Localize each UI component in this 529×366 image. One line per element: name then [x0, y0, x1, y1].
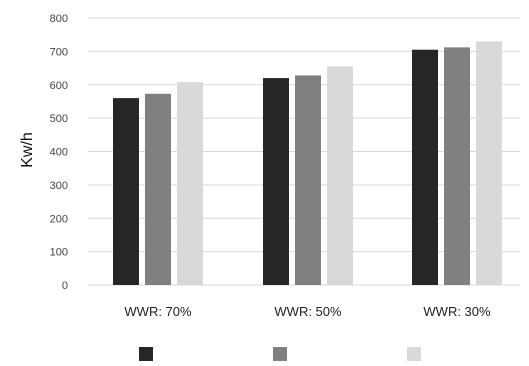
- y-tick-label: 600: [50, 80, 68, 92]
- legend: [139, 347, 421, 361]
- y-tick-label: 300: [50, 180, 68, 192]
- y-tick-label: 200: [50, 213, 68, 225]
- category-label: WWR: 50%: [274, 304, 342, 319]
- category-labels: WWR: 70% WWR: 50% WWR: 30%: [124, 304, 491, 319]
- y-tick-label: 800: [50, 13, 68, 25]
- category-label: WWR: 70%: [124, 304, 192, 319]
- legend-swatch: [139, 347, 153, 361]
- bar: [444, 47, 470, 286]
- y-tick-label: 0: [62, 280, 68, 292]
- bar: [145, 93, 171, 285]
- category-label: WWR: 30%: [423, 304, 491, 319]
- y-tick-label: 100: [50, 247, 68, 259]
- y-tick-label: 500: [50, 113, 68, 125]
- y-axis-label: Kw/h: [19, 132, 36, 168]
- y-tick-label: 700: [50, 46, 68, 58]
- y-tick-label: 400: [50, 147, 68, 159]
- bar: [113, 98, 139, 285]
- bar: [295, 75, 321, 285]
- bar: [263, 78, 289, 285]
- legend-swatch: [273, 347, 287, 361]
- y-tick-labels: 0 100 200 300 400 500 600 700 800: [50, 13, 68, 292]
- bar: [177, 82, 203, 285]
- legend-swatch: [407, 347, 421, 361]
- bars: [113, 41, 502, 286]
- bar: [327, 66, 353, 285]
- bar: [412, 49, 438, 285]
- bar: [476, 41, 502, 285]
